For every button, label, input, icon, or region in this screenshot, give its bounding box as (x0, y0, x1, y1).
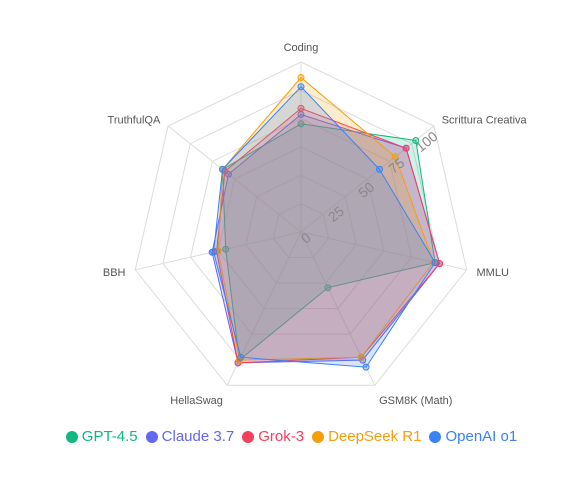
series-area-gpt-4-5 (222, 123, 436, 361)
axis-label-truthfulqa: TruthfulQA (108, 115, 161, 127)
data-point-gpt-4-5[interactable] (297, 120, 305, 128)
data-point-openai-o1[interactable] (219, 165, 226, 173)
legend-swatch (145, 430, 158, 443)
legend-item-claude-3-7[interactable]: Claude 3.7 (145, 428, 235, 445)
legend-label: Grok-3 (258, 428, 305, 445)
legend-item-grok-3[interactable]: Grok-3 (242, 428, 304, 445)
data-point-grok-3[interactable] (402, 144, 410, 152)
series-openai-o1 (210, 83, 439, 371)
data-point-openai-o1[interactable] (297, 83, 305, 91)
legend-swatch (65, 430, 78, 443)
grid-ring (189, 118, 413, 335)
data-point-deepseek-r1[interactable] (391, 153, 399, 161)
series-area-grok-3 (216, 107, 441, 364)
data-point-gpt-4-5[interactable] (222, 245, 230, 253)
grid-ring (134, 61, 468, 386)
data-point-gpt-4-5[interactable] (412, 137, 420, 144)
axis-label-scrittura-creativa: Scrittura Creativa (442, 115, 528, 127)
data-point-openai-o1[interactable] (237, 353, 245, 361)
axis-label-gsm8k-math: GSM8K (Math) (379, 395, 452, 407)
grid-ring (245, 174, 357, 284)
data-point-openai-o1[interactable] (362, 363, 370, 371)
data-point-openai-o1[interactable] (376, 165, 383, 173)
data-point-grok-3[interactable] (297, 104, 305, 112)
grid-ring (272, 203, 330, 258)
chart-legend: GPT-4.5 Claude 3.7 Grok-3 DeepSeek R1 OpenAI… (0, 428, 583, 445)
grid-spoke (167, 125, 302, 233)
radar-chart: Coding Scrittura Creativa MMLU GSM8K (Math)… (103, 42, 528, 407)
radar-series (208, 74, 444, 371)
legend-label: Claude 3.7 (161, 428, 235, 445)
data-point-openai-o1[interactable] (210, 248, 218, 256)
legend-item-deepseek-r1[interactable]: DeepSeek R1 (312, 428, 421, 445)
axis-label-bbh: BBH (103, 267, 126, 279)
data-point-openai-o1[interactable] (431, 259, 439, 267)
radar-axis-labels: Coding Scrittura Creativa MMLU GSM8K (Math)… (103, 42, 528, 407)
data-point-deepseek-r1[interactable] (357, 353, 365, 361)
axis-label-hellaswag: HellaSwag (170, 395, 223, 407)
legend-swatch (242, 430, 255, 443)
grid-ring (217, 146, 385, 310)
legend-label: OpenAI o1 (445, 428, 518, 445)
legend-swatch (429, 430, 442, 443)
legend-swatch (312, 430, 325, 443)
legend-item-gpt-4-5[interactable]: GPT-4.5 (65, 428, 138, 445)
axis-label-mmlu: MMLU (477, 267, 509, 279)
series-area-openai-o1 (213, 86, 436, 368)
legend-item-openai-o1[interactable]: OpenAI o1 (429, 428, 517, 445)
series-area-deepseek-r1 (217, 77, 435, 361)
legend-label: DeepSeek R1 (328, 428, 422, 445)
grid-spoke (300, 125, 435, 233)
legend-label: GPT-4.5 (81, 428, 138, 445)
data-point-deepseek-r1[interactable] (297, 74, 305, 81)
axis-label-coding: Coding (284, 42, 319, 54)
data-point-gpt-4-5[interactable] (324, 284, 332, 292)
